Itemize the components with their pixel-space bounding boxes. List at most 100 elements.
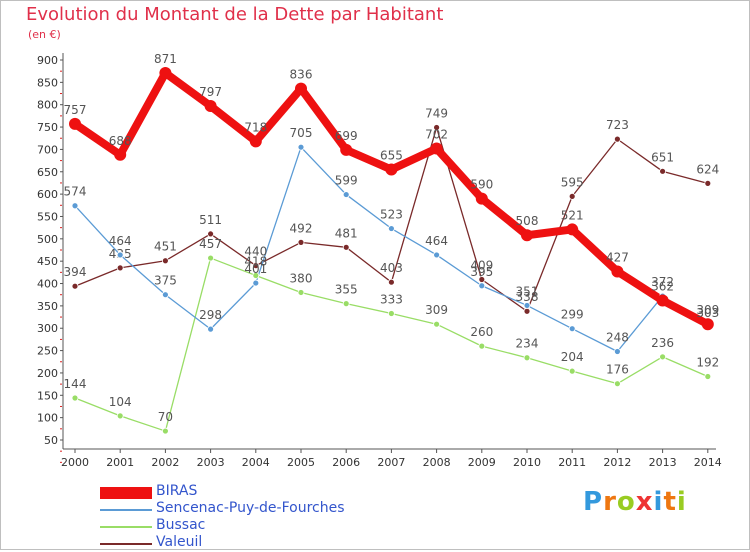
data-label: 372 [651, 275, 674, 289]
data-point [252, 272, 260, 279]
data-point [116, 412, 124, 420]
data-label: 871 [154, 52, 177, 66]
y-tick-label: 400 [37, 278, 58, 291]
data-label: 260 [470, 325, 493, 339]
data-label: 521 [561, 208, 584, 222]
data-label: 836 [290, 68, 313, 82]
y-tick-label: 200 [37, 367, 58, 380]
data-label: 104 [109, 395, 132, 409]
data-point [523, 302, 531, 309]
data-point [207, 325, 215, 333]
legend-swatch [100, 526, 152, 528]
legend-label: BIRAS [156, 483, 198, 499]
chart-unit-subtitle: (en €) [28, 28, 61, 41]
data-point [478, 282, 486, 290]
data-point [433, 124, 441, 131]
data-label: 718 [244, 120, 267, 134]
data-label: 749 [425, 107, 448, 121]
data-point [387, 225, 395, 232]
x-tick-label: 2008 [423, 456, 451, 469]
data-label: 401 [244, 262, 267, 276]
logo-letter: P [583, 487, 604, 517]
data-point [656, 294, 669, 307]
data-label: 655 [380, 149, 403, 163]
data-label: 362 [651, 280, 674, 294]
y-tick-label: 850 [37, 76, 58, 89]
y-tick-label: 750 [37, 121, 58, 134]
data-label: 204 [561, 350, 584, 364]
data-point [611, 265, 624, 278]
data-label: 508 [516, 214, 539, 228]
y-tick-label: 250 [37, 345, 58, 358]
data-label: 688 [109, 134, 132, 148]
data-point [568, 192, 576, 200]
data-point [568, 367, 576, 375]
data-point [385, 163, 398, 176]
data-label: 723 [606, 118, 629, 132]
legend-label: Bussac [156, 517, 206, 533]
data-label: 481 [335, 226, 358, 240]
chart-title: Evolution du Montant de la Dette par Hab… [26, 4, 444, 25]
y-tick-label: 700 [37, 143, 58, 156]
x-tick-label: 2006 [332, 456, 360, 469]
data-point [523, 354, 531, 362]
data-point [297, 289, 305, 296]
data-point [252, 279, 260, 287]
x-tick-label: 2014 [694, 456, 722, 469]
data-point [71, 282, 79, 290]
data-point [342, 191, 350, 198]
data-point [659, 167, 666, 175]
y-tick-label: 500 [37, 233, 58, 246]
data-point [207, 230, 215, 238]
legend-swatch [100, 487, 152, 499]
x-tick-label: 2007 [377, 456, 405, 469]
data-point [475, 192, 488, 205]
data-point [161, 257, 169, 265]
data-label: 409 [470, 259, 493, 273]
x-tick-label: 2012 [603, 456, 631, 469]
proxiti-logo: Proxiti [583, 487, 687, 517]
data-point [704, 373, 712, 380]
data-point [430, 142, 443, 155]
data-label: 705 [290, 126, 313, 140]
data-label: 394 [64, 265, 87, 279]
data-point [701, 318, 714, 331]
x-tick-label: 2011 [558, 456, 586, 469]
data-label: 303 [696, 306, 719, 320]
logo-letter: i [653, 487, 664, 517]
x-tick-label: 2004 [242, 456, 270, 469]
data-label: 599 [335, 174, 358, 188]
data-label: 440 [244, 245, 267, 259]
data-point [521, 229, 533, 242]
y-tick-label: 650 [37, 166, 58, 179]
data-point [297, 238, 305, 246]
legend-swatch [100, 543, 152, 545]
data-point [387, 310, 395, 317]
data-label: 797 [199, 85, 222, 99]
logo-letter: t [663, 487, 677, 517]
data-label: 176 [606, 363, 629, 377]
data-point [568, 325, 576, 333]
data-point [207, 254, 215, 262]
data-label: 192 [696, 356, 719, 370]
data-point [340, 143, 353, 156]
data-label: 333 [380, 292, 403, 306]
data-label: 595 [561, 175, 584, 189]
data-point [204, 100, 217, 113]
data-label: 511 [199, 213, 222, 227]
data-point [69, 117, 81, 130]
logo-letter: x [635, 487, 654, 517]
data-label: 651 [651, 150, 674, 164]
data-label: 464 [109, 234, 132, 248]
x-tick-label: 2002 [151, 456, 179, 469]
data-label: 590 [470, 178, 493, 192]
y-tick-label: 900 [37, 54, 58, 67]
data-point [116, 251, 124, 259]
data-label: 338 [516, 290, 539, 304]
data-label: 457 [199, 237, 222, 251]
data-label: 464 [425, 234, 448, 248]
data-point [478, 342, 486, 350]
data-point [523, 307, 531, 315]
data-point [433, 320, 441, 328]
data-label: 355 [335, 283, 358, 297]
